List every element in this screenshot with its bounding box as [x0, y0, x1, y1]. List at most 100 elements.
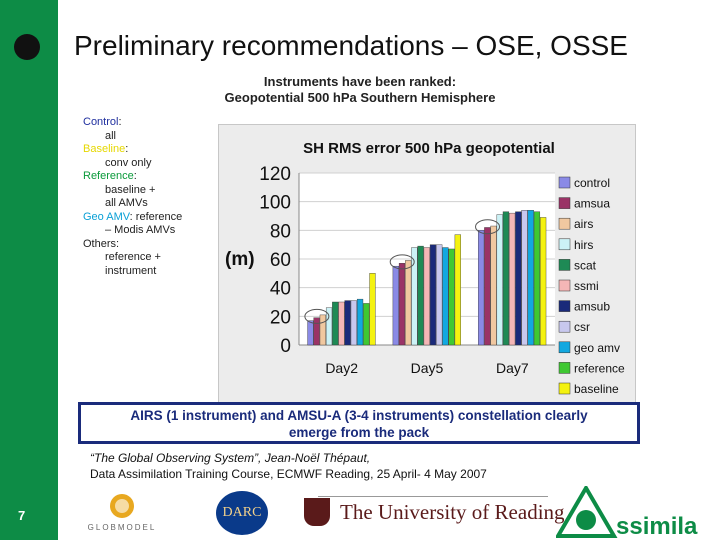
bar-ssmi-Day5 [423, 247, 430, 346]
experiment-others-desc2: instrument [105, 264, 157, 277]
y-tick-label: 60 [270, 250, 291, 271]
bar-amsua-Day2 [313, 317, 320, 346]
ranking-subtitle-line1: Instruments have been ranked: [263, 74, 457, 89]
bar-baseline-Day5 [454, 234, 461, 346]
bar-control-Day5 [392, 265, 399, 346]
x-tick-label: Day2 [325, 360, 358, 376]
bar-reference-Day5 [448, 248, 455, 346]
footer-divider [318, 496, 548, 497]
experiment-reference: Reference: baseline + all AMVs [83, 170, 182, 211]
bar-scat-Day2 [332, 301, 339, 346]
bar-airs-Day7 [490, 225, 497, 346]
bar-csr-Day5 [436, 244, 443, 346]
assimila-logo-text: ssimila [616, 513, 698, 538]
left-accent-bar [0, 0, 58, 540]
legend-label-amsub: amsub [574, 300, 610, 314]
experiment-geoamv-name: Geo AMV [83, 210, 130, 223]
globmodel-logo-text: GLOBMODEL [88, 523, 157, 532]
experiment-reference-desc2: all AMVs [105, 197, 148, 209]
globmodel-logo-graphic: GLOBMODEL [88, 494, 157, 532]
slide-title: Preliminary recommendations – OSE, OSSE [74, 30, 628, 61]
bar-hirs-Day7 [496, 214, 503, 346]
legend-swatch-geo-amv [558, 341, 571, 354]
legend-label-hirs: hirs [574, 238, 593, 252]
rms-error-chart: SH RMS error 500 hPa geopotential (m) 0 2… [218, 124, 636, 404]
highlight-circle-Day5 [389, 254, 415, 270]
bar-csr-Day7 [521, 210, 528, 346]
ranking-subtitle: Instruments have been ranked: Geopotenti… [200, 74, 520, 106]
chart-svg: SH RMS error 500 hPa geopotential (m) 0 2… [225, 140, 625, 396]
bar-control-Day2 [307, 320, 314, 346]
bar-ssmi-Day7 [509, 212, 516, 346]
y-tick-label: 100 [259, 193, 291, 214]
chart-ylabel: (m) [225, 249, 255, 270]
bar-airs-Day5 [405, 260, 412, 346]
bar-amsua-Day7 [484, 227, 491, 346]
experiment-others: Others: reference + instrument [83, 238, 182, 279]
bar-hirs-Day5 [411, 247, 418, 346]
experiment-list: Control: all Baseline: conv only Referen… [83, 116, 182, 278]
bar-hirs-Day2 [325, 307, 333, 346]
legend-label-geo-amv: geo amv [574, 341, 620, 355]
y-tick-label: 120 [259, 164, 291, 185]
experiment-others-desc1: reference + [105, 251, 161, 263]
experiment-control: Control: all [83, 116, 182, 143]
experiment-geoamv-suffix: : reference [129, 210, 183, 223]
assimila-dot-icon [576, 510, 596, 530]
bar-baseline-Day7 [540, 217, 547, 346]
y-tick-label: 20 [270, 307, 291, 328]
legend-label-control: control [574, 176, 610, 190]
assimila-logo: ssimila [556, 486, 718, 538]
x-tick-label: Day5 [411, 360, 444, 376]
legend-swatch-ssmi [558, 279, 571, 292]
citation: “The Global Observing System”, Jean-Noël… [90, 450, 487, 482]
legend-label-scat: scat [574, 258, 597, 272]
experiment-baseline-desc: conv only [105, 156, 152, 169]
y-tick-label: 40 [270, 279, 291, 300]
y-tick-label: 80 [270, 221, 291, 242]
legend-label-airs: airs [574, 217, 593, 231]
legend-swatch-scat [558, 259, 571, 271]
darc-logo: DARC [216, 491, 268, 535]
bar-geo-amv-Day7 [527, 210, 534, 346]
bar-csr-Day2 [350, 300, 357, 346]
bar-baseline-Day2 [369, 273, 376, 346]
bar-geo-amv-Day5 [442, 247, 449, 346]
reading-logo-text: The University of Reading [340, 500, 565, 524]
legend-label-baseline: baseline [574, 382, 619, 396]
experiment-geoamv: Geo AMV: reference – Modis AMVs [83, 211, 182, 238]
bar-ssmi-Day2 [338, 301, 345, 346]
reading-crest-icon [304, 498, 330, 526]
citation-line1: “The Global Observing System”, Jean-Noël… [90, 451, 371, 465]
bar-airs-Day2 [319, 314, 326, 346]
callout-line1: AIRS (1 instrument) and AMSU-A (3-4 inst… [130, 408, 588, 423]
assimila-logo-graphic: ssimila [556, 486, 698, 538]
bar-control-Day7 [478, 230, 485, 346]
legend-swatch-baseline [558, 382, 571, 395]
experiment-reference-desc1: baseline + [105, 183, 156, 196]
experiment-baseline-name: Baseline [83, 143, 126, 155]
experiment-control-name: Control [83, 116, 119, 128]
bar-scat-Day5 [417, 245, 424, 346]
bar-reference-Day7 [533, 211, 541, 346]
legend-swatch-reference [558, 362, 571, 374]
y-tick-label: 0 [280, 336, 291, 357]
bar-amsub-Day7 [515, 211, 522, 346]
legend-swatch-amsua [558, 197, 571, 209]
legend-swatch-airs [558, 217, 571, 230]
legend-label-reference: reference [574, 361, 625, 375]
globmodel-globe-icon [115, 499, 129, 513]
bar-amsua-Day5 [398, 263, 406, 346]
legend-label-ssmi: ssmi [574, 279, 599, 293]
experiment-reference-name: Reference [83, 170, 134, 182]
title-bullet-icon [14, 34, 40, 60]
experiment-geoamv-desc: – Modis AMVs [105, 224, 176, 236]
bar-amsub-Day2 [344, 300, 351, 346]
legend-swatch-csr [558, 320, 571, 333]
legend-swatch-hirs [558, 238, 571, 251]
conclusion-callout: AIRS (1 instrument) and AMSU-A (3-4 inst… [78, 402, 640, 444]
legend-label-csr: csr [574, 320, 590, 334]
highlight-circle-Day2 [304, 308, 330, 324]
citation-line2: Data Assimilation Training Course, ECMWF… [90, 467, 487, 481]
page-number: 7 [18, 508, 26, 523]
